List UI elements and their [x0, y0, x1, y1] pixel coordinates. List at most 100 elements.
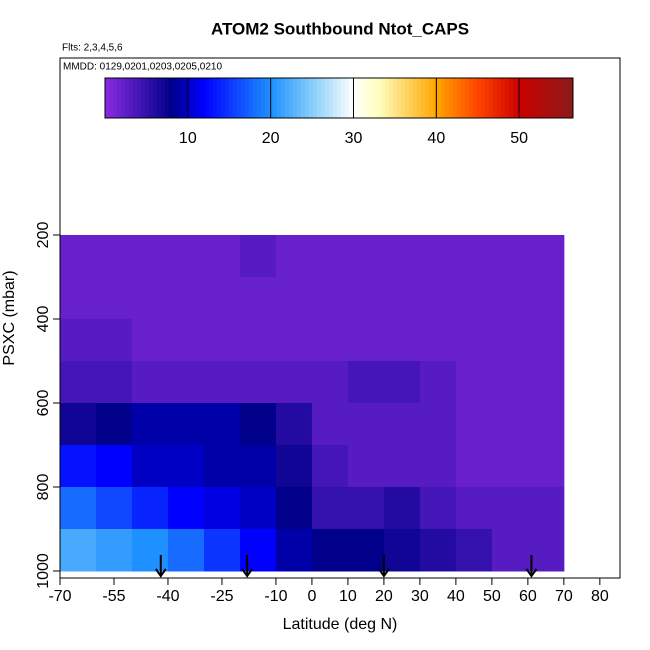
x-tick-label: 80 — [591, 588, 609, 605]
heat-cell — [95, 234, 133, 278]
colorbar-swatch — [453, 78, 458, 118]
heat-cell — [347, 360, 385, 404]
colorbar-swatch — [349, 78, 354, 118]
heat-cell — [527, 486, 565, 530]
colorbar-swatch — [429, 78, 434, 118]
colorbar-swatch — [481, 78, 486, 118]
colorbar-swatch — [305, 78, 310, 118]
colorbar-swatch — [317, 78, 322, 118]
heat-cell — [131, 486, 169, 530]
x-tick-label: 50 — [483, 588, 501, 605]
colorbar-swatch — [169, 78, 174, 118]
colorbar-swatch — [393, 78, 398, 118]
colorbar-swatch — [145, 78, 150, 118]
x-tick-label: 30 — [411, 588, 429, 605]
heat-cell — [95, 360, 133, 404]
heat-cell — [383, 528, 421, 572]
heat-cell — [131, 528, 169, 572]
colorbar-swatch — [465, 78, 470, 118]
heat-cell — [419, 486, 457, 530]
x-tick-label: -25 — [210, 588, 233, 605]
colorbar-swatch — [485, 78, 490, 118]
heat-cell — [167, 318, 205, 362]
x-axis-label: Latitude (deg N) — [283, 616, 398, 633]
heat-cell — [455, 486, 493, 530]
heat-cell — [527, 402, 565, 446]
colorbar-swatch — [385, 78, 390, 118]
colorbar-swatch — [529, 78, 534, 118]
heat-cell — [203, 528, 241, 572]
x-tick-label: 0 — [307, 588, 316, 605]
heat-cell — [527, 276, 565, 320]
heat-cell — [491, 318, 529, 362]
heat-cell — [131, 360, 169, 404]
heat-cell — [455, 528, 493, 572]
colorbar-swatch — [225, 78, 230, 118]
x-tick-label: -10 — [264, 588, 287, 605]
heat-cell — [311, 318, 349, 362]
heat-cell — [419, 318, 457, 362]
heat-cell — [203, 402, 241, 446]
heat-cell — [239, 318, 277, 362]
subtitle: Flts: 2,3,4,5,6 — [62, 43, 123, 54]
heat-cell — [95, 276, 133, 320]
heat-cell — [239, 444, 277, 488]
colorbar-swatch — [221, 78, 226, 118]
heat-cell — [60, 402, 97, 446]
colorbar-swatch — [189, 78, 194, 118]
heat-cell — [275, 402, 313, 446]
marker-arrow — [525, 555, 538, 578]
heat-cell — [311, 276, 349, 320]
colorbar-tick-label: 30 — [345, 130, 363, 147]
heat-cell — [95, 402, 133, 446]
colorbar-swatch — [285, 78, 290, 118]
heat-cell — [203, 486, 241, 530]
colorbar-swatch — [477, 78, 482, 118]
colorbar-swatch — [417, 78, 422, 118]
heat-cell — [383, 486, 421, 530]
colorbar-swatch — [513, 78, 518, 118]
marker-arrow — [241, 555, 253, 578]
colorbar-swatch — [137, 78, 142, 118]
y-tick-label: 1000 — [35, 553, 52, 589]
heat-cell — [383, 444, 421, 488]
heat-cell — [239, 360, 277, 404]
heat-cell — [167, 276, 205, 320]
colorbar-swatch — [229, 78, 234, 118]
colorbar-swatch — [141, 78, 146, 118]
colorbar-swatch — [569, 78, 574, 118]
colorbar-swatch — [157, 78, 162, 118]
colorbar-swatch — [445, 78, 450, 118]
heat-cell — [95, 528, 133, 572]
heat-cell — [347, 276, 385, 320]
heat-cell — [167, 486, 205, 530]
heat-cell — [419, 276, 457, 320]
heat-cell — [491, 486, 529, 530]
heat-cell — [167, 528, 205, 572]
heat-cell — [131, 318, 169, 362]
heat-cell — [455, 360, 493, 404]
colorbar-swatch — [473, 78, 478, 118]
colorbar-swatch — [401, 78, 406, 118]
heat-cell — [455, 276, 493, 320]
heat-cell — [95, 318, 133, 362]
colorbar-swatch — [197, 78, 202, 118]
colorbar-swatch — [181, 78, 186, 118]
colorbar-swatch — [257, 78, 262, 118]
heat-cell — [383, 318, 421, 362]
heat-cell — [419, 444, 457, 488]
x-tick-label: -70 — [48, 588, 71, 605]
colorbar-swatch — [369, 78, 374, 118]
marker-arrow — [378, 555, 390, 578]
x-tick-label: -55 — [102, 588, 125, 605]
colorbar-swatch — [501, 78, 506, 118]
heat-cell — [491, 276, 529, 320]
heat-cell — [491, 360, 529, 404]
heat-cell — [239, 402, 277, 446]
heat-cell — [347, 402, 385, 446]
colorbar-swatch — [237, 78, 242, 118]
colorbar-swatch — [125, 78, 130, 118]
colorbar-swatch — [325, 78, 330, 118]
colorbar-swatch — [289, 78, 294, 118]
